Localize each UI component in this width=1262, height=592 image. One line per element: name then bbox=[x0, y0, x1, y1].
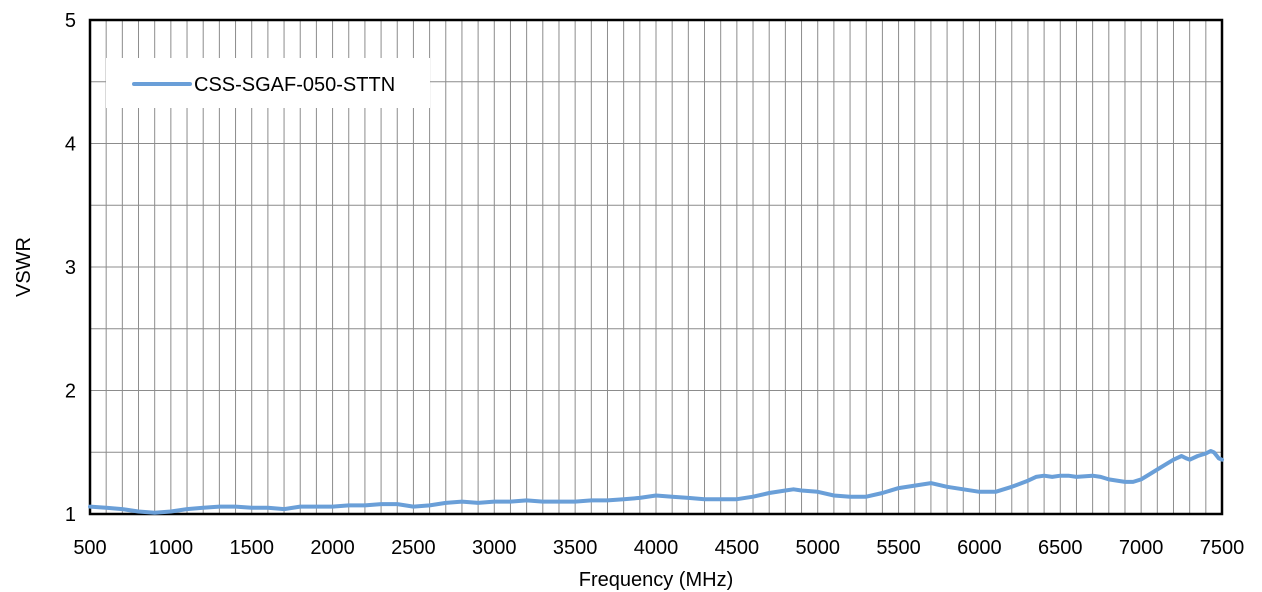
x-tick-label: 6500 bbox=[1038, 537, 1083, 559]
x-tick-label: 6000 bbox=[957, 537, 1002, 559]
y-tick-label: 3 bbox=[65, 257, 76, 279]
legend-label: CSS-SGAF-050-STTN bbox=[194, 74, 395, 96]
x-tick-label: 3500 bbox=[553, 537, 598, 559]
x-tick-label: 5000 bbox=[795, 537, 840, 559]
x-tick-label: 2000 bbox=[310, 537, 355, 559]
x-tick-label: 4500 bbox=[715, 537, 760, 559]
y-axis-title: VSWR bbox=[13, 237, 35, 297]
series-line-css-sgaf-050-sttn bbox=[88, 449, 1224, 515]
x-tick-label: 7000 bbox=[1119, 537, 1164, 559]
y-tick-label: 2 bbox=[65, 381, 76, 403]
y-tick-label: 4 bbox=[65, 134, 76, 156]
x-tick-label: 1000 bbox=[149, 537, 194, 559]
x-axis-title: Frequency (MHz) bbox=[579, 569, 733, 591]
plot-area-frame bbox=[88, 18, 1224, 516]
x-tick-label: 4000 bbox=[634, 537, 679, 559]
y-tick-label: 5 bbox=[65, 10, 76, 32]
y-tick-label: 1 bbox=[65, 504, 76, 526]
x-tick-label: 1500 bbox=[229, 537, 274, 559]
x-tick-label: 2500 bbox=[391, 537, 436, 559]
y-axis-tick-labels: 1 2 3 4 5 bbox=[65, 10, 76, 526]
x-tick-label: 3000 bbox=[472, 537, 517, 559]
x-tick-label: 5500 bbox=[876, 537, 921, 559]
x-tick-label: 500 bbox=[73, 537, 106, 559]
x-tick-label: 7500 bbox=[1200, 537, 1245, 559]
x-axis-tick-labels: 500 1000 1500 2000 2500 3000 3500 4000 4500 5000 5… bbox=[73, 537, 1244, 559]
legend: CSS-SGAF-050-STTN bbox=[106, 58, 430, 108]
